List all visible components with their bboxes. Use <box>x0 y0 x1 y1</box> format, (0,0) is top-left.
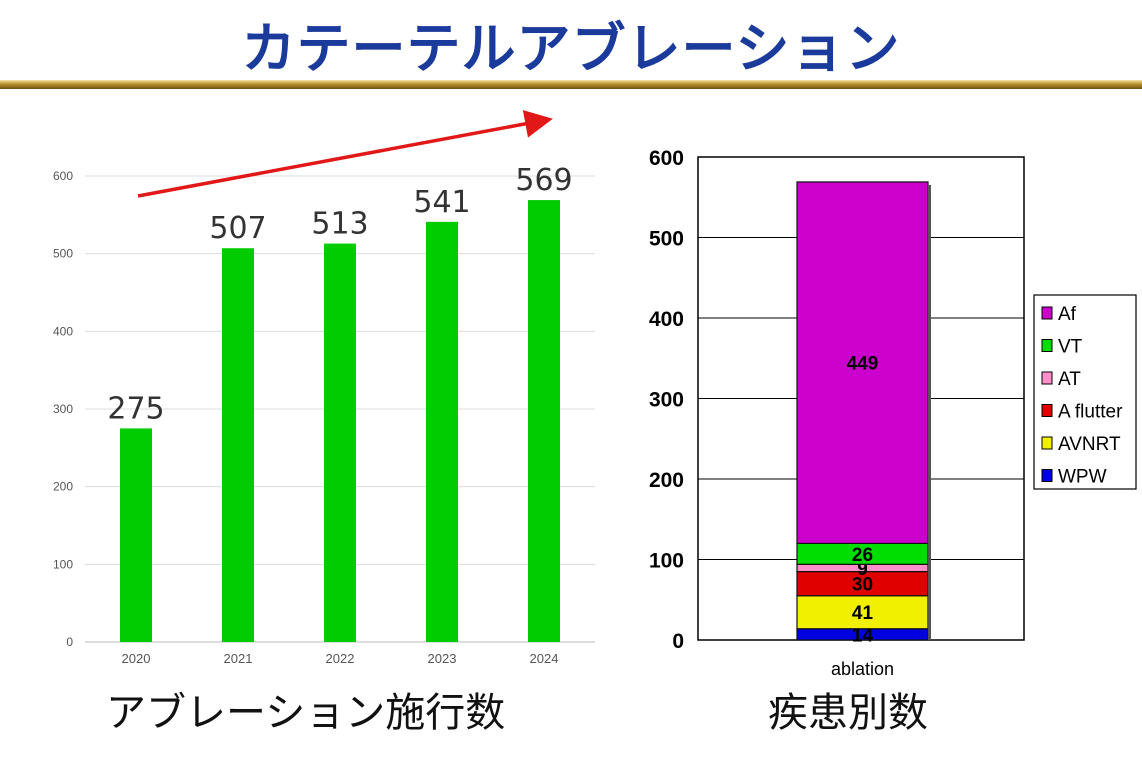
x-tick-label: 2020 <box>122 651 151 666</box>
y-tick-label: 0 <box>672 630 684 653</box>
segment-label: 30 <box>852 575 873 596</box>
legend-label: AT <box>1058 369 1081 390</box>
yearly-ablation-bar-chart: 0 100 200 300 400 500 600 275 2020 507 2021 513 2022… <box>53 110 595 666</box>
segment-label: 9 <box>857 559 868 580</box>
legend-box <box>1033 294 1137 490</box>
legend-label: AVNRT <box>1058 434 1121 455</box>
legend-swatch <box>1041 306 1053 320</box>
bar <box>120 428 152 642</box>
legend-swatch <box>1041 371 1053 385</box>
x-tick-label: ablation <box>831 659 894 679</box>
stack-segment <box>796 181 929 545</box>
data-label: 507 <box>209 211 266 246</box>
y-tick-label: 200 <box>649 469 684 492</box>
x-tick-label: 2022 <box>326 651 355 666</box>
data-label: 541 <box>413 185 470 220</box>
data-label: 513 <box>311 207 368 242</box>
legend-swatch <box>1041 339 1053 352</box>
left-chart-caption: アブレーション施行数 <box>106 690 506 736</box>
legend-label: A flutter <box>1058 402 1123 423</box>
y-tick-label: 200 <box>53 480 73 494</box>
y-tick-label: 300 <box>53 402 73 416</box>
stack-segment <box>796 570 929 597</box>
y-tick-label: 600 <box>649 147 684 170</box>
legend-label: WPW <box>1058 467 1107 488</box>
bar <box>324 243 356 642</box>
y-tick-label: 500 <box>649 228 684 251</box>
data-label: 569 <box>515 163 572 198</box>
y-tick-label: 100 <box>649 550 684 573</box>
bar <box>528 200 560 642</box>
segment-label: 14 <box>852 625 874 646</box>
bar <box>426 221 458 642</box>
y-tick-label: 300 <box>649 389 684 412</box>
segment-label: 41 <box>852 603 874 624</box>
y-tick-label: 400 <box>649 308 684 331</box>
title-divider <box>0 80 1142 89</box>
bar-shadow <box>928 184 931 640</box>
x-tick-label: 2024 <box>530 651 559 666</box>
y-tick-label: 600 <box>53 169 73 183</box>
y-tick-label: 0 <box>66 635 73 649</box>
segment-label: 26 <box>852 545 873 566</box>
bar <box>222 248 254 643</box>
trend-arrow <box>137 110 553 198</box>
data-label: 275 <box>107 391 164 426</box>
legend-swatch <box>1041 436 1053 450</box>
y-tick-label: 400 <box>53 324 73 338</box>
x-tick-label: 2021 <box>224 651 253 666</box>
y-tick-label: 500 <box>53 247 73 261</box>
x-tick-label: 2023 <box>428 651 457 666</box>
y-tick-label: 100 <box>53 557 73 571</box>
segment-label: 449 <box>847 354 879 375</box>
right-chart-caption: 疾患別数 <box>768 690 928 736</box>
legend-label: VT <box>1058 337 1083 358</box>
legend-label: Af <box>1058 304 1077 325</box>
legend-swatch <box>1041 469 1053 482</box>
slide-title: カテーテルアブレーション <box>241 17 901 80</box>
legend-swatch <box>1041 404 1053 417</box>
